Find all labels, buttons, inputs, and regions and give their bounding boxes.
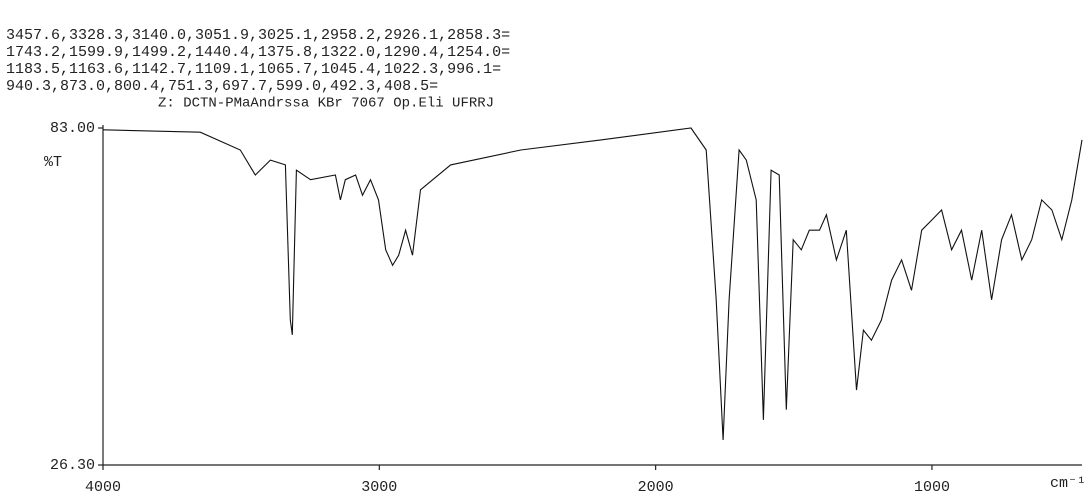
x-tick-label: 1000: [914, 479, 950, 496]
peak-line: 940.3,873.0,800.4,751.3,697.7,599.0,492.…: [6, 78, 438, 95]
y-tick-label: 26.30: [50, 457, 95, 474]
y-label: %T: [44, 154, 62, 171]
peak-line: 3457.6,3328.3,3140.0,3051.9,3025.1,2958.…: [6, 27, 510, 44]
x-tick-label: 4000: [85, 479, 121, 496]
x-tick-label: 3000: [361, 479, 397, 496]
x-tick-label: 2000: [638, 479, 674, 496]
subtitle: Z: DCTN-PMaAndrssa KBr 7067 Op.Eli UFRRJ: [158, 96, 494, 112]
peak-line: 1743.2,1599.9,1499.2,1440.4,1375.8,1322.…: [6, 44, 510, 61]
x-label: cm⁻¹: [1050, 475, 1086, 492]
spectrum-line: [102, 127, 1083, 441]
y-tick-label: 83.00: [50, 120, 95, 137]
peak-line: 1183.5,1163.6,1142.7,1109.1,1065.7,1045.…: [6, 61, 501, 78]
